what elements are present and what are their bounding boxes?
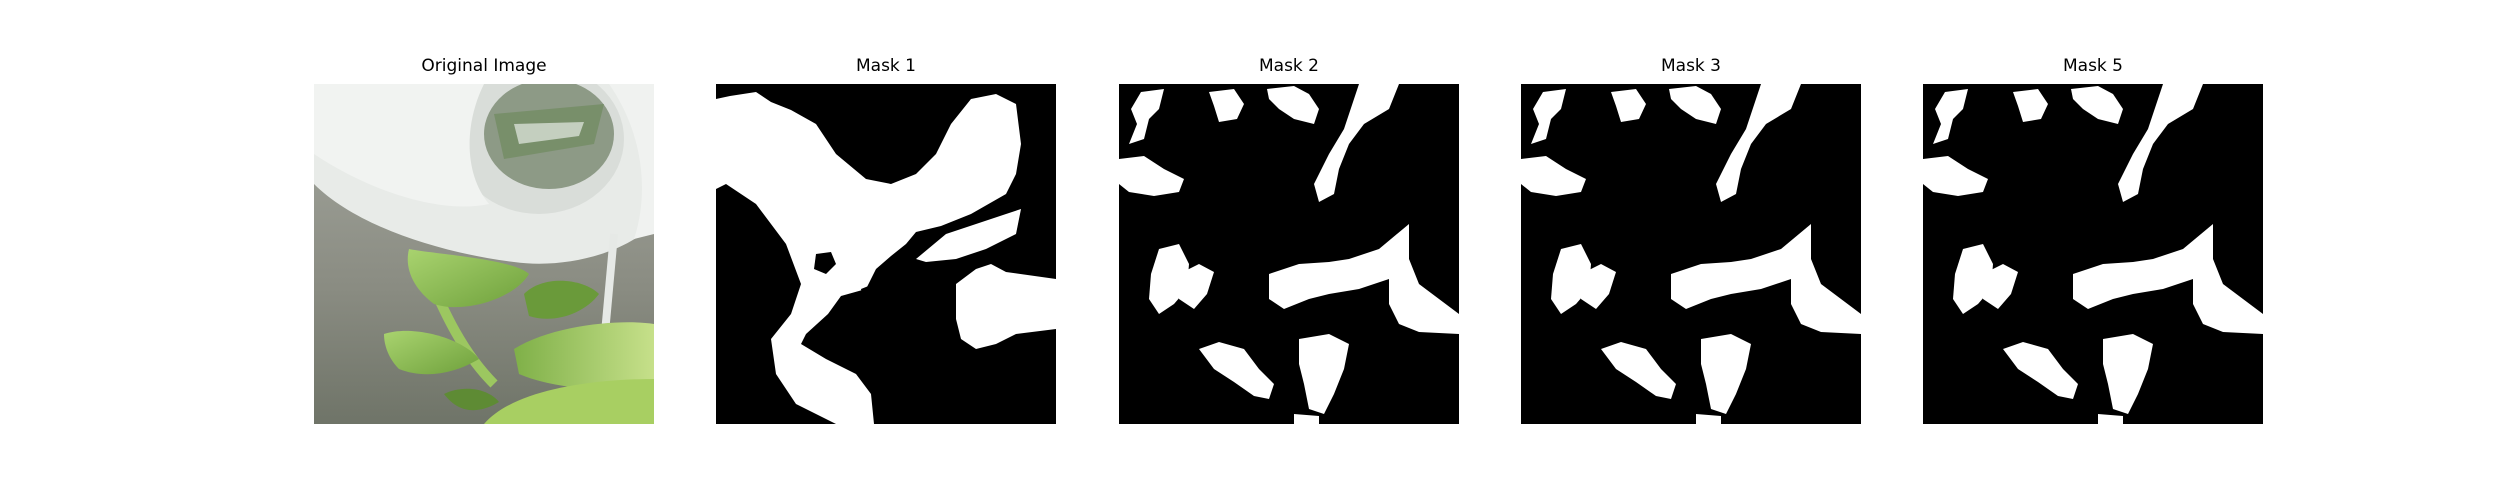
panel-title: Original Image bbox=[421, 56, 547, 76]
panel-title: Mask 2 bbox=[1258, 56, 1319, 76]
mask-2-image bbox=[1119, 84, 1459, 424]
panel-title: Mask 5 bbox=[2062, 56, 2123, 76]
mask-5-image bbox=[1923, 84, 2263, 424]
panel-title: Mask 3 bbox=[1660, 56, 1721, 76]
original-image bbox=[314, 84, 654, 424]
mask-image bbox=[1923, 84, 2263, 424]
mask-image bbox=[1119, 84, 1459, 424]
mask-image bbox=[716, 84, 1056, 424]
mask-1-image bbox=[716, 84, 1056, 424]
mask-3-image bbox=[1521, 84, 1861, 424]
mask-image bbox=[1521, 84, 1861, 424]
original-photo bbox=[314, 84, 654, 424]
panel-title: Mask 1 bbox=[855, 56, 916, 76]
